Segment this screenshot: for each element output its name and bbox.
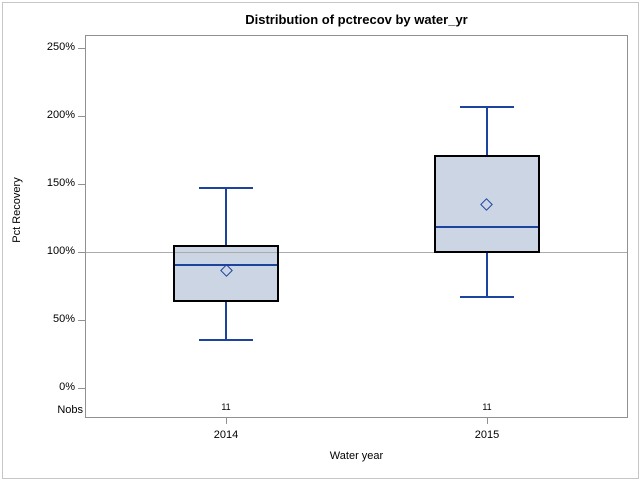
x-axis-title: Water year xyxy=(329,450,384,462)
whisker-cap xyxy=(460,106,514,108)
y-tick-label: 200% xyxy=(46,109,75,121)
y-tick xyxy=(78,388,85,389)
whisker-cap xyxy=(199,187,253,189)
whisker-cap xyxy=(199,339,253,341)
y-tick xyxy=(78,252,85,253)
nobs-row-label: Nobs xyxy=(57,404,83,416)
y-tick xyxy=(78,184,85,185)
y-tick-label: 100% xyxy=(46,245,75,257)
whisker-cap xyxy=(460,296,514,298)
y-tick-label: 0% xyxy=(59,381,75,393)
whisker-stem xyxy=(486,107,488,155)
y-tick-label: 50% xyxy=(52,313,75,325)
x-category-label: 2014 xyxy=(213,429,239,441)
chart-title: Distribution of pctrecov by water_yr xyxy=(245,12,468,27)
box-border xyxy=(434,155,540,253)
y-tick xyxy=(78,320,85,321)
whisker-stem xyxy=(225,188,227,245)
x-tick xyxy=(487,418,488,424)
box-fill xyxy=(173,245,279,302)
box-fill xyxy=(434,155,540,253)
y-tick-label: 150% xyxy=(46,177,75,189)
y-tick-label: 250% xyxy=(46,41,75,53)
y-tick xyxy=(78,116,85,117)
whisker-stem xyxy=(486,253,488,297)
whisker-stem xyxy=(225,302,227,340)
box-border xyxy=(173,245,279,302)
x-tick xyxy=(226,418,227,424)
y-tick xyxy=(78,48,85,49)
x-category-label: 2015 xyxy=(474,429,500,441)
nobs-value: 11 xyxy=(221,402,231,412)
reference-line xyxy=(86,252,627,253)
median-line xyxy=(175,264,277,266)
nobs-value: 11 xyxy=(482,402,492,412)
plot-area-frame xyxy=(85,35,628,418)
median-line xyxy=(436,226,538,228)
